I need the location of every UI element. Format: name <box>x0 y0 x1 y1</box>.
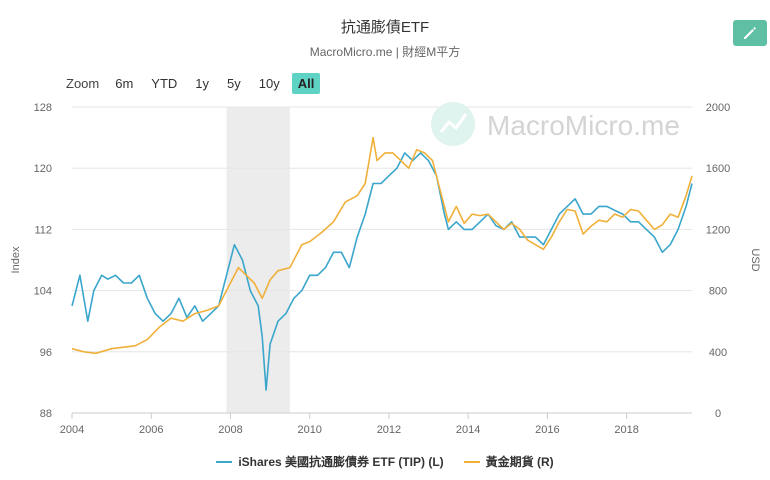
y-left-tick-label: 112 <box>34 224 52 236</box>
watermark-chart-icon <box>439 113 468 133</box>
edit-button[interactable] <box>733 20 767 46</box>
zoom-ytd-button[interactable]: YTD <box>151 75 178 91</box>
y-left-tick-label: 104 <box>34 286 52 298</box>
x-tick-label: 2006 <box>139 424 163 436</box>
legend-swatch-tip <box>216 460 233 463</box>
chart-title: 抗通膨債ETF <box>340 19 430 36</box>
series-line-tip <box>71 152 693 391</box>
x-tick-label: 2014 <box>456 424 480 436</box>
watermark-text: MacroMicro.me <box>487 110 680 141</box>
legend: iShares 美國抗通膨債券 ETF (TIP) (L) 黃金期貨 (R) <box>0 453 770 470</box>
zoom-all-button[interactable]: All <box>291 72 321 94</box>
legend-item-tip[interactable]: iShares 美國抗通膨債券 ETF (TIP) (L) <box>216 453 444 470</box>
x-tick-label: 2010 <box>297 424 321 436</box>
zoom-1y-button[interactable]: 1y <box>195 75 210 91</box>
zoom-label: Zoom <box>66 75 100 91</box>
series-line-gold <box>71 136 693 355</box>
y-right-tick-label: 0 <box>715 408 721 420</box>
zoom-bar: Zoom 6m YTD 1y 5y 10y All <box>66 72 326 94</box>
shaded-period <box>226 107 290 413</box>
legend-item-gold[interactable]: 黃金期貨 (R) <box>463 453 554 470</box>
watermark: MacroMicro.me <box>431 102 680 146</box>
y-right-tick-label: 1200 <box>706 224 730 236</box>
y-left-tick-label: 88 <box>40 408 52 420</box>
grid-layer <box>72 106 692 353</box>
y-right-tick-label: 400 <box>709 347 727 359</box>
x-tick-label: 2016 <box>535 424 559 436</box>
chart-subtitle: MacroMicro.me | 財經M平方 <box>309 45 461 59</box>
x-tick-label: 2018 <box>614 424 638 436</box>
zoom-5y-button[interactable]: 5y <box>227 75 241 91</box>
y-left-axis-title: Index <box>10 246 22 273</box>
legend-swatch-gold <box>463 460 480 463</box>
y-right-tick-label: 800 <box>709 286 727 298</box>
y-left-tick-label: 128 <box>34 102 52 114</box>
legend-label-tip: iShares 美國抗通膨債券 ETF (TIP) (L) <box>238 455 444 469</box>
pencil-icon <box>744 27 756 39</box>
y-right-axis-title: USD <box>749 248 761 271</box>
series-layer <box>71 136 693 391</box>
y-left-tick-label: 96 <box>40 347 52 359</box>
zoom-10y-button[interactable]: 10y <box>258 75 280 91</box>
x-tick-label: 2008 <box>218 424 242 436</box>
shaded-period-layer <box>226 107 290 413</box>
legend-label-gold: 黃金期貨 (R) <box>485 455 554 469</box>
y-left-tick-label: 120 <box>34 163 52 175</box>
x-tick-label: 2012 <box>377 424 401 436</box>
axis-layer: 88 96 104 112 120 128 0 400 800 1200 1600 2000 2004 2… <box>10 102 761 436</box>
y-right-tick-label: 1600 <box>706 163 730 175</box>
zoom-6m-button[interactable]: 6m <box>115 75 134 91</box>
y-right-tick-label: 2000 <box>706 102 730 114</box>
x-tick-label: 2004 <box>60 424 84 436</box>
